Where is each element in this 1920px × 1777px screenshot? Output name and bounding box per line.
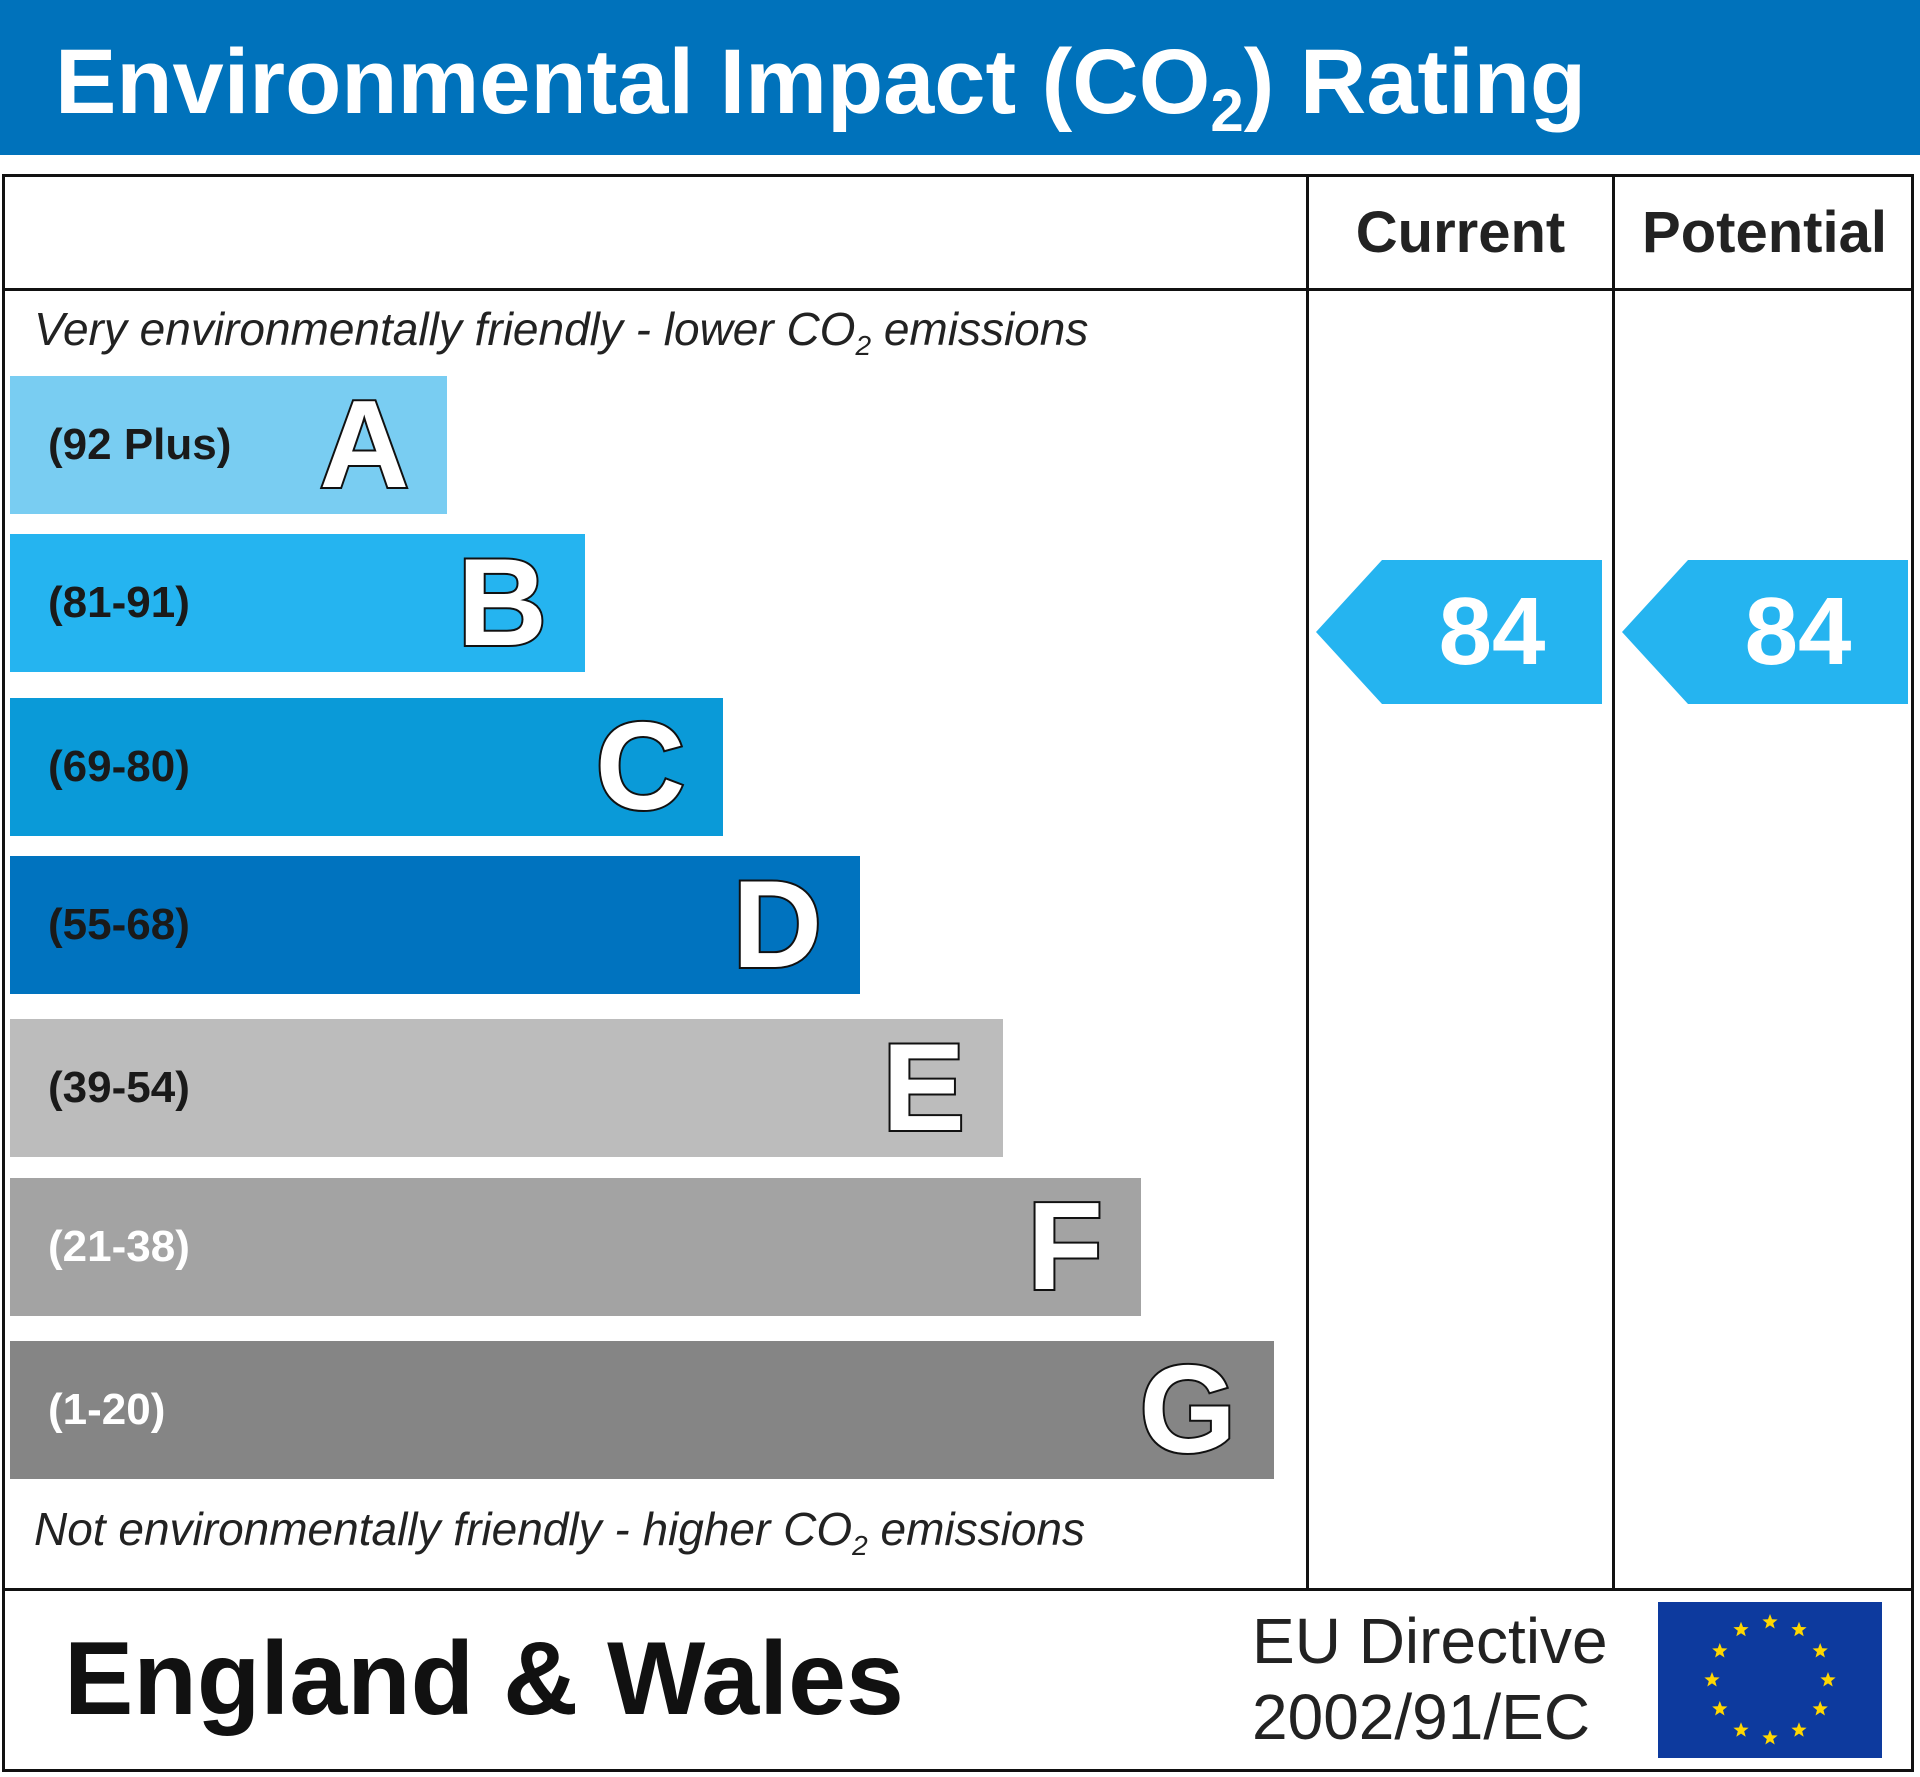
- eu-directive-label: EU Directive: [1252, 1605, 1608, 1677]
- eu-star-icon: [1704, 1672, 1720, 1687]
- column-header-potential: Potential: [1642, 200, 1887, 265]
- eu-star-icon: [1762, 1730, 1778, 1745]
- rating-frame: [2, 174, 1914, 1772]
- band-a: (92 Plus) A: [10, 374, 447, 516]
- band-g: (1-20) G: [10, 1339, 1274, 1481]
- header-row-divider: [2, 288, 1914, 291]
- column-divider-potential: [1612, 174, 1615, 1590]
- potential-rating-arrow-shape: [1622, 560, 1908, 704]
- eu-star-icon: [1712, 1643, 1728, 1658]
- eu-star-icon: [1762, 1614, 1778, 1629]
- band-c: (69-80) C: [10, 696, 723, 838]
- note-top: Very environmentally friendly - lower CO…: [34, 303, 1089, 361]
- header-bar: Environmental Impact (CO2) Rating: [0, 0, 1920, 155]
- band-a-letter: A: [317, 374, 411, 516]
- eu-star-icon: [1733, 1621, 1749, 1637]
- potential-rating-arrow: 84: [1622, 560, 1908, 704]
- eu-star-icon: [1791, 1621, 1807, 1637]
- note-bottom: Not environmentally friendly - higher CO…: [34, 1503, 1085, 1561]
- column-divider-current: [1306, 174, 1309, 1590]
- current-rating-arrow: 84: [1316, 560, 1602, 704]
- potential-rating-value: 84: [1744, 578, 1852, 685]
- eu-stars-icon: [1704, 1614, 1836, 1745]
- band-d-letter: D: [730, 854, 824, 996]
- band-d: (55-68) D: [10, 854, 860, 996]
- band-g-letter: G: [1138, 1339, 1238, 1481]
- band-b-range: (81-91): [48, 578, 190, 627]
- band-d-range: (55-68): [48, 900, 190, 949]
- band-f: (21-38) F: [10, 1176, 1141, 1318]
- column-header-current: Current: [1355, 200, 1566, 265]
- band-e-range: (39-54): [48, 1063, 190, 1112]
- band-g-range: (1-20): [48, 1385, 166, 1434]
- band-f-letter: F: [1025, 1176, 1105, 1318]
- eu-star-icon: [1812, 1643, 1828, 1658]
- footer-row-divider: [2, 1588, 1914, 1591]
- band-f-range: (21-38): [48, 1222, 190, 1271]
- eu-star-icon: [1820, 1672, 1836, 1687]
- eu-star-icon: [1812, 1701, 1828, 1716]
- band-b: (81-91) B: [10, 532, 585, 674]
- region-label: England & Wales: [64, 1621, 904, 1737]
- eu-star-icon: [1733, 1722, 1749, 1737]
- band-e-letter: E: [880, 1017, 967, 1159]
- current-rating-value: 84: [1438, 578, 1546, 685]
- eu-directive-number: 2002/91/EC: [1252, 1681, 1591, 1753]
- band-c-range: (69-80): [48, 742, 190, 791]
- band-b-letter: B: [455, 532, 549, 674]
- band-a-range: (92 Plus): [48, 420, 232, 469]
- band-c-letter: C: [593, 696, 687, 838]
- current-rating-arrow-shape: [1316, 560, 1602, 704]
- chart-title: Environmental Impact (CO2) Rating: [55, 31, 1587, 144]
- band-e: (39-54) E: [10, 1017, 1003, 1159]
- eu-star-icon: [1712, 1701, 1728, 1716]
- eu-flag-icon: [1658, 1602, 1882, 1758]
- eu-star-icon: [1791, 1722, 1807, 1737]
